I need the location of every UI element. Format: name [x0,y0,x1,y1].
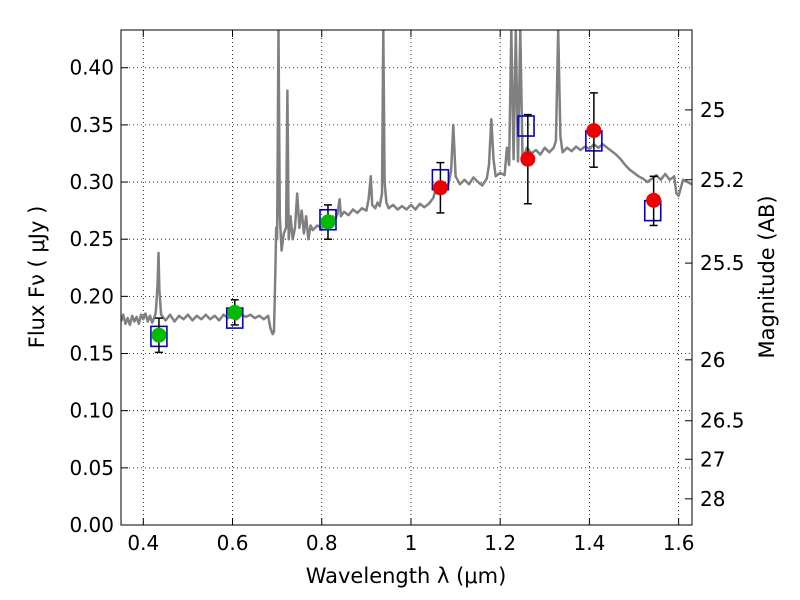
spectrum-line [121,30,692,336]
y-tick-label: 0.25 [69,227,114,251]
y-tick-label: 0.00 [69,513,114,537]
observed-point [646,192,662,208]
x-axis-title: Wavelength λ (μm) [306,564,507,588]
y2-axis-title: Magnitude (AB) [755,195,779,358]
observed-point [432,180,448,196]
y-tick-label: 0.15 [69,342,114,366]
x-tick-label: 1.4 [573,531,605,555]
plot-area [121,30,692,354]
x-tick-label: 1.2 [484,531,516,555]
axis-ticks: 0.4 0.6 0.8 1 1.2 1.4 1.6 0.00 0.05 0.10 0.15 0.20 0… [69,30,745,555]
x-tick-label: 0.4 [127,531,159,555]
x-tick-label: 1 [405,531,418,555]
x-tick-label: 0.8 [306,531,338,555]
y2-tick-label: 28 [700,487,725,511]
y-axis-title: Flux Fν ( μJy ) [25,206,49,349]
y2-tick-label: 26 [700,348,725,372]
y-tick-label: 0.20 [69,284,114,308]
y-tick-label: 0.10 [69,399,114,423]
x-tick-label: 1.6 [663,531,695,555]
model-photometry-square [517,115,535,137]
y2-tick-label: 25 [700,98,725,122]
y2-tick-label: 27 [700,447,725,471]
observed-point [320,214,336,230]
observed-point [151,327,167,343]
observed-point [227,304,243,320]
x-tick-label: 0.6 [217,531,249,555]
observed-point [520,151,536,167]
y-tick-label: 0.35 [69,113,114,137]
y2-tick-label: 26.5 [700,409,745,433]
y-tick-label: 0.05 [69,456,114,480]
observed-point [586,123,602,139]
y-tick-label: 0.30 [69,170,114,194]
y2-tick-label: 25.5 [700,251,745,275]
y2-tick-label: 25.2 [700,168,745,192]
y-tick-label: 0.40 [69,56,114,80]
plot-frame [120,29,693,526]
grid-lines [121,30,692,525]
